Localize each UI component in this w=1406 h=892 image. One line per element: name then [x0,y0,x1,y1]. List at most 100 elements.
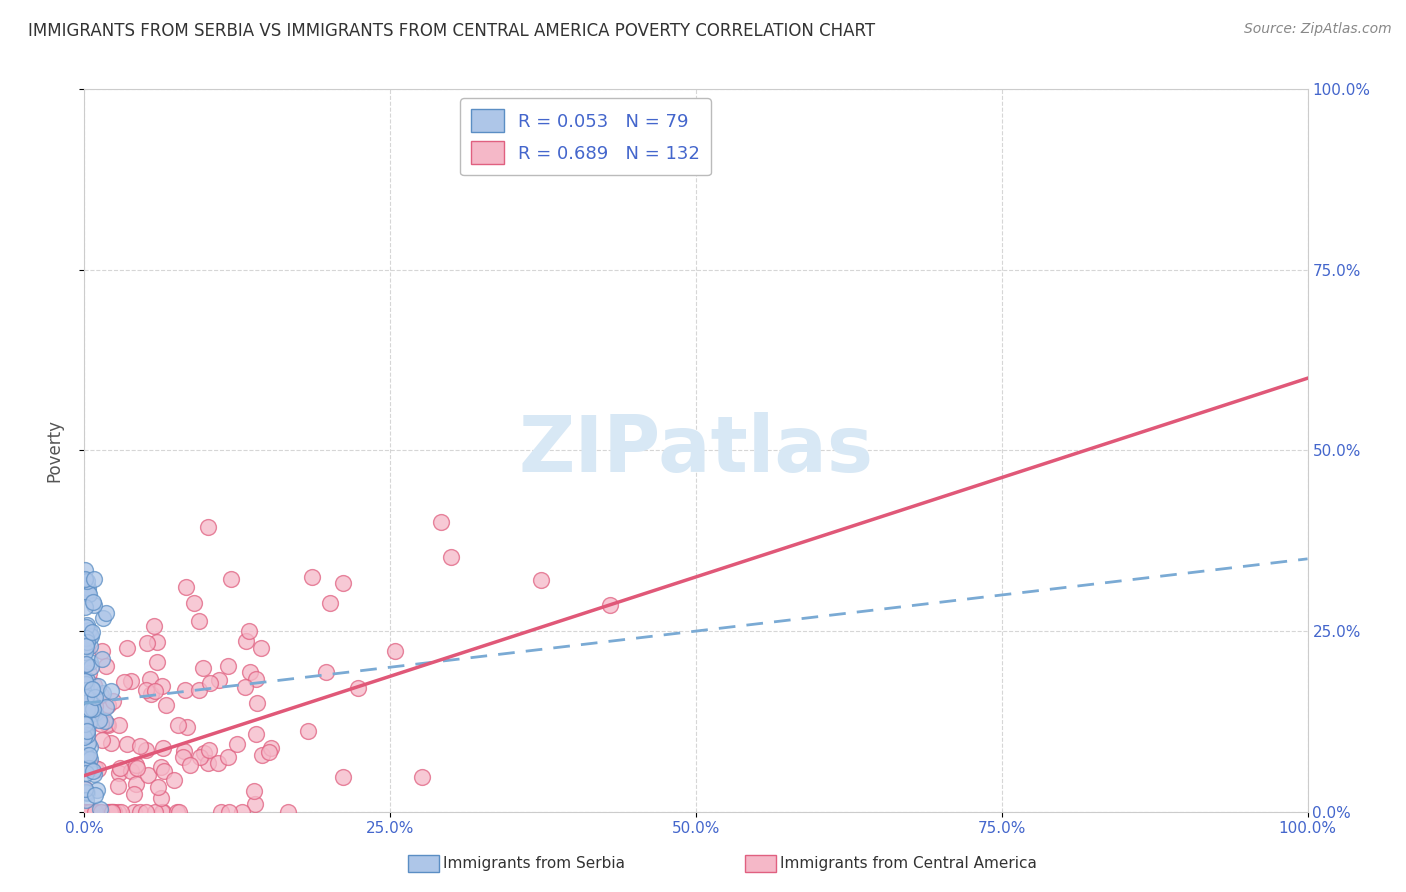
Point [108,766,131,780]
Point [75,676,97,690]
Point [83,767,105,781]
Point [599,599,621,613]
Point [238,624,260,638]
Point [176,720,198,734]
Point [301,570,323,584]
Point [231,805,253,819]
Point [139,687,162,701]
Point [76,728,98,742]
Point [239,665,262,680]
Point [120,764,142,778]
Point [135,805,157,819]
Point [277,805,299,819]
Point [145,805,167,819]
Point [200,675,222,690]
Point [75,620,97,634]
Text: Source: ZipAtlas.com: Source: ZipAtlas.com [1244,22,1392,37]
Point [100,805,122,819]
Point [135,682,157,697]
Point [73,679,96,693]
Point [80,681,103,696]
Point [233,680,256,694]
Point [76,724,98,739]
Point [166,805,188,819]
Point [82,805,104,819]
Point [384,644,406,658]
Point [73,674,96,689]
Point [89,805,111,819]
Point [188,750,211,764]
Point [83,692,105,706]
Point [112,674,135,689]
Point [77,666,100,681]
Point [242,783,264,797]
Point [139,673,162,687]
Point [86,783,108,797]
Point [76,581,98,595]
Point [79,702,101,716]
Point [246,696,269,710]
Point [84,788,107,802]
Point [84,706,107,720]
Point [96,659,118,673]
Point [297,724,319,739]
Point [82,697,104,711]
Point [77,805,100,819]
Point [101,805,124,819]
Point [73,781,96,796]
Point [198,742,221,756]
Point [84,805,107,819]
Point [219,572,242,586]
Point [77,736,100,750]
Point [209,805,232,819]
Point [83,805,105,819]
Point [173,682,195,697]
Point [146,655,169,669]
Point [73,636,96,650]
Point [100,683,122,698]
Point [155,698,177,713]
Point [76,747,98,762]
Point [142,619,165,633]
Point [440,550,463,565]
Point [207,756,229,770]
Point [226,737,249,751]
Point [318,596,340,610]
Point [152,805,174,819]
Point [97,718,120,732]
Point [80,624,103,639]
Point [77,753,100,767]
Point [75,564,97,578]
Point [87,713,110,727]
Point [179,757,201,772]
Point [107,805,129,819]
Point [82,595,104,609]
Point [75,675,97,690]
Point [75,657,97,672]
Point [257,745,280,759]
Text: Immigrants from Central America: Immigrants from Central America [780,856,1038,871]
Point [250,747,273,762]
Point [91,686,114,700]
Point [94,699,117,714]
Y-axis label: Poverty: Poverty [45,419,63,482]
Point [75,793,97,807]
Point [245,797,267,811]
Point [235,633,257,648]
Point [411,770,433,784]
Point [332,576,354,591]
Point [136,768,159,782]
Point [73,645,96,659]
Point [530,573,553,587]
Point [76,635,98,649]
Point [245,672,267,686]
Point [193,661,215,675]
Point [103,694,125,708]
Point [90,717,112,731]
Point [174,580,197,594]
Point [163,773,186,788]
Point [77,585,100,599]
Point [146,635,169,649]
Point [76,786,98,800]
Text: IMMIGRANTS FROM SERBIA VS IMMIGRANTS FROM CENTRAL AMERICA POVERTY CORRELATION CH: IMMIGRANTS FROM SERBIA VS IMMIGRANTS FRO… [28,22,876,40]
